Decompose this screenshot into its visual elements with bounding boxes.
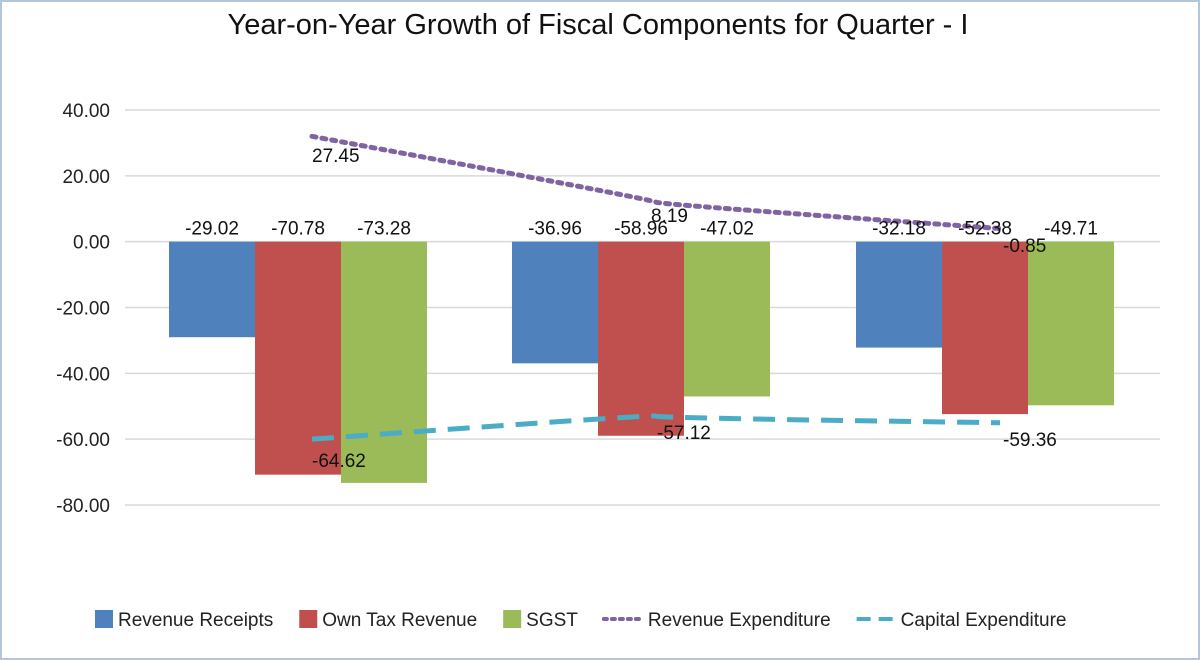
y-tick-label: -20.00 [56, 299, 110, 320]
legend: Revenue Receipts Own Tax Revenue SGST Reven… [95, 610, 1066, 631]
lines-layer [309, 133, 1003, 442]
bar-own-tax-revenue [942, 241, 1028, 415]
data-label: -49.71 [1044, 219, 1098, 240]
legend-label: Revenue Receipts [118, 610, 273, 631]
y-tick-label: -80.00 [56, 496, 110, 517]
y-axis: 40.00 20.00 0.00 -20.00 -40.00 -60.00 -80.00 [56, 101, 110, 517]
data-label: -73.28 [357, 219, 411, 240]
legend-swatch [95, 610, 113, 628]
bar-sgst [341, 241, 427, 483]
data-label: -29.02 [185, 219, 239, 240]
legend-label: SGST [526, 610, 578, 631]
line-data-label: 8.19 [651, 206, 688, 227]
line-data-label: -59.36 [1003, 430, 1057, 451]
bar-own-tax-revenue [598, 241, 684, 436]
legend-label: Own Tax Revenue [322, 610, 477, 631]
data-label: -47.02 [700, 219, 754, 240]
line-data-label: -0.85 [1003, 236, 1046, 257]
data-label: -36.96 [528, 219, 582, 240]
y-tick-label: -60.00 [56, 430, 110, 451]
y-tick-label: 20.00 [62, 167, 110, 188]
legend-label: Capital Expenditure [901, 610, 1067, 631]
y-tick-label: 0.00 [73, 233, 110, 254]
line-data-label: -57.12 [657, 423, 711, 444]
y-tick-label: -40.00 [56, 364, 110, 385]
legend-label: Revenue Expenditure [648, 610, 831, 631]
data-label: -58.96 [614, 219, 668, 240]
legend-swatch [503, 610, 522, 628]
line-revenue-expenditure [309, 133, 1003, 231]
line-capital-expenditure [311, 413, 1001, 442]
y-tick-label: 40.00 [62, 101, 110, 122]
data-label: -32.18 [872, 219, 926, 240]
bar-revenue-receipts [856, 241, 942, 348]
bar-revenue-receipts [512, 241, 598, 364]
chart-title: Year-on-Year Growth of Fiscal Components… [228, 9, 969, 41]
line-data-label: 27.45 [312, 146, 360, 167]
data-labels-layer: -29.02 -36.96 -32.18 -70.78 -58.96 -52.38 -73.… [185, 146, 1098, 472]
bar-revenue-receipts [169, 241, 255, 338]
line-data-label: -64.62 [312, 451, 366, 472]
bar-sgst [684, 241, 770, 397]
bar-sgst [1028, 241, 1114, 406]
data-label: -52.38 [958, 219, 1012, 240]
legend-swatch [299, 610, 318, 628]
data-label: -70.78 [271, 219, 325, 240]
bars-layer [169, 241, 1114, 483]
